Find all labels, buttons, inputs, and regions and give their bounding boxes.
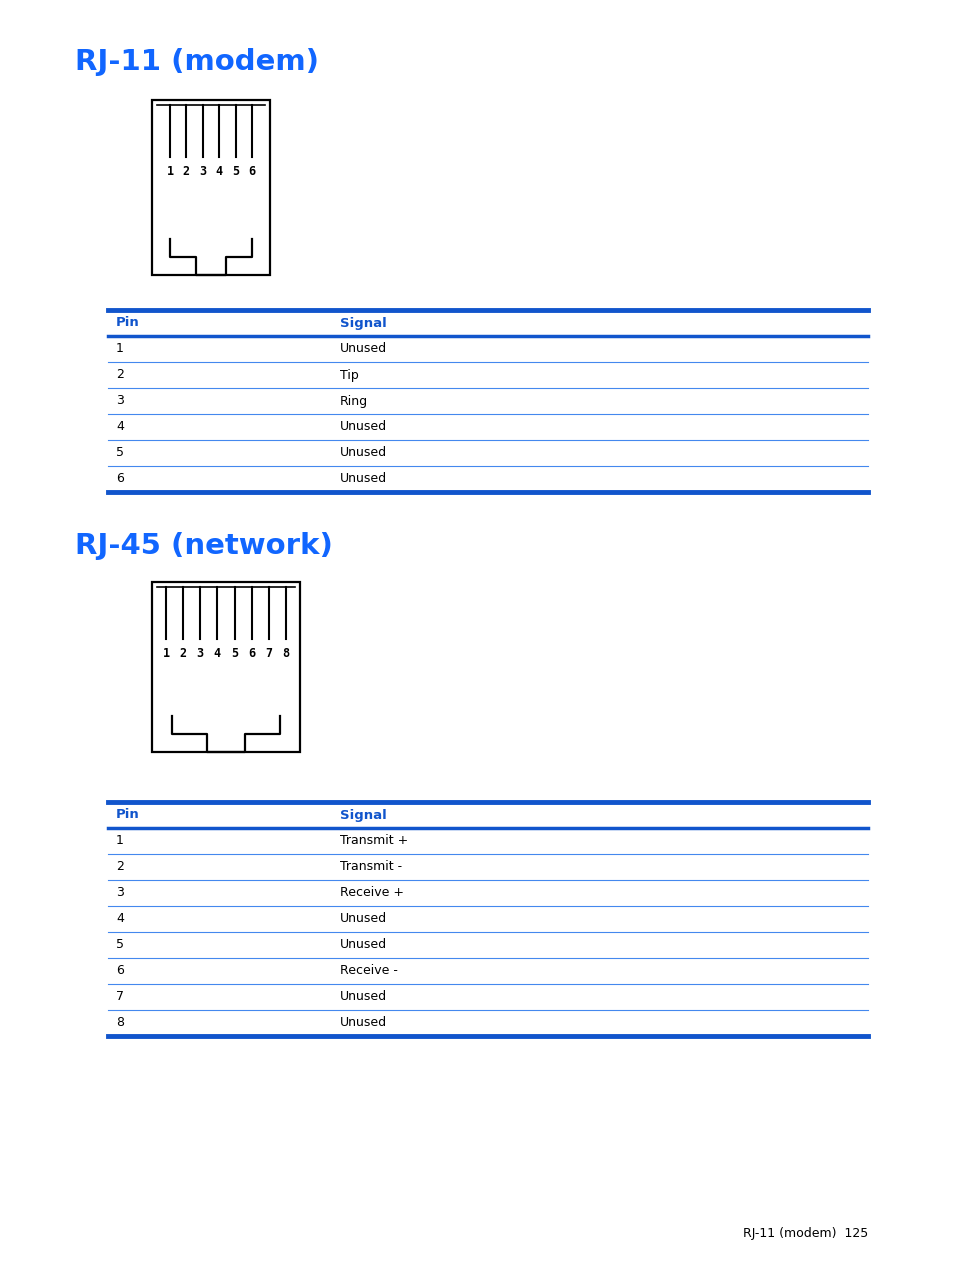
Text: Unused: Unused xyxy=(339,1016,387,1030)
Text: 5: 5 xyxy=(116,939,124,951)
Text: 1: 1 xyxy=(166,165,173,178)
Text: Pin: Pin xyxy=(116,316,139,329)
Text: RJ-45 (network): RJ-45 (network) xyxy=(75,532,333,560)
Text: Unused: Unused xyxy=(339,939,387,951)
Text: 8: 8 xyxy=(116,1016,124,1030)
Text: Unused: Unused xyxy=(339,447,387,460)
Text: Signal: Signal xyxy=(339,809,386,822)
Text: 1: 1 xyxy=(116,343,124,356)
Text: 5: 5 xyxy=(231,646,238,660)
Text: RJ-11 (modem): RJ-11 (modem) xyxy=(75,48,318,76)
Text: 6: 6 xyxy=(248,165,255,178)
Text: Transmit -: Transmit - xyxy=(339,861,402,874)
Text: 3: 3 xyxy=(199,165,206,178)
Text: 4: 4 xyxy=(215,165,223,178)
Text: 2: 2 xyxy=(183,165,190,178)
Text: 4: 4 xyxy=(116,420,124,433)
Text: RJ-11 (modem)  125: RJ-11 (modem) 125 xyxy=(742,1227,867,1240)
Text: Receive +: Receive + xyxy=(339,886,403,899)
Text: 2: 2 xyxy=(179,646,187,660)
Text: Ring: Ring xyxy=(339,395,368,408)
Text: 8: 8 xyxy=(282,646,290,660)
Text: 4: 4 xyxy=(213,646,221,660)
Text: Unused: Unused xyxy=(339,472,387,485)
Bar xyxy=(108,801,867,828)
Text: 3: 3 xyxy=(196,646,204,660)
Text: Signal: Signal xyxy=(339,316,386,329)
Text: Transmit +: Transmit + xyxy=(339,834,408,847)
Text: 6: 6 xyxy=(116,472,124,485)
Text: Unused: Unused xyxy=(339,913,387,926)
Text: 3: 3 xyxy=(116,395,124,408)
Text: 4: 4 xyxy=(116,913,124,926)
Text: 6: 6 xyxy=(248,646,255,660)
Text: Receive -: Receive - xyxy=(339,964,397,978)
Text: 1: 1 xyxy=(116,834,124,847)
Text: Unused: Unused xyxy=(339,343,387,356)
Text: 3: 3 xyxy=(116,886,124,899)
Bar xyxy=(108,310,867,337)
Text: 6: 6 xyxy=(116,964,124,978)
Text: Unused: Unused xyxy=(339,420,387,433)
Text: 7: 7 xyxy=(265,646,273,660)
Text: 5: 5 xyxy=(232,165,239,178)
Text: 2: 2 xyxy=(116,368,124,381)
Text: Tip: Tip xyxy=(339,368,358,381)
Text: Unused: Unused xyxy=(339,991,387,1003)
Text: Pin: Pin xyxy=(116,809,139,822)
Bar xyxy=(152,100,270,276)
Bar xyxy=(152,582,299,752)
Text: 7: 7 xyxy=(116,991,124,1003)
Text: 5: 5 xyxy=(116,447,124,460)
Text: 2: 2 xyxy=(116,861,124,874)
Text: 1: 1 xyxy=(162,646,170,660)
